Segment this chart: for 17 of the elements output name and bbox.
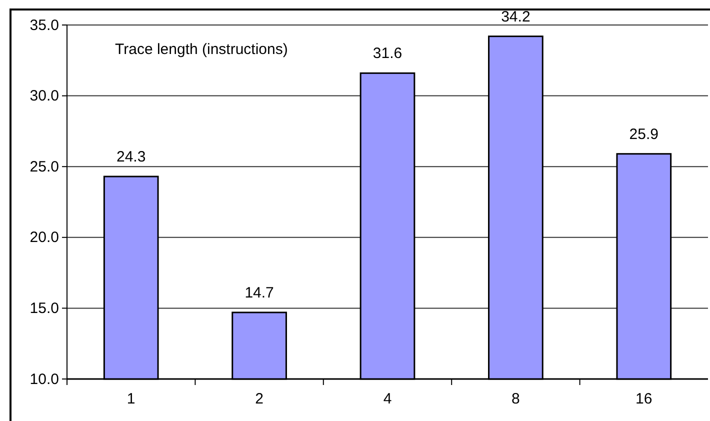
data-label: 14.7 <box>244 284 274 302</box>
y-tick-label: 25.0 <box>30 158 59 176</box>
data-label: 34.2 <box>501 8 530 26</box>
data-label: 24.3 <box>116 148 146 166</box>
y-tick-label: 20.0 <box>30 229 59 246</box>
data-label: 25.9 <box>629 126 658 143</box>
x-tick-label: 2 <box>255 390 264 408</box>
y-tick-label: 30.0 <box>30 88 59 105</box>
y-tick-label: 35.0 <box>30 16 59 34</box>
x-tick-label: 16 <box>636 390 652 408</box>
text: Trace length (instructions) <box>115 41 288 58</box>
data-label: 31.6 <box>372 45 402 62</box>
x-tick-label: 4 <box>383 390 392 408</box>
x-tick-label: 8 <box>512 390 520 408</box>
y-tick-label: 10.0 <box>30 370 59 388</box>
x-tick-label: 1 <box>126 390 136 408</box>
y-tick-label: 15.0 <box>30 300 59 317</box>
